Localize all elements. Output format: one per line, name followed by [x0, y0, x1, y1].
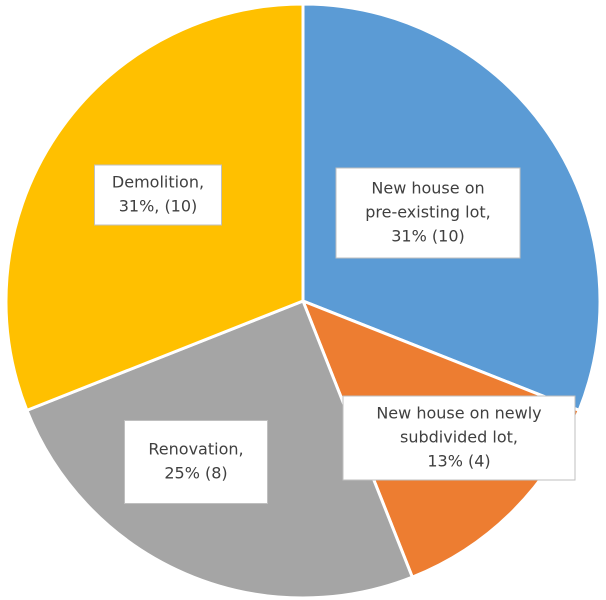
data-label: 31%, (10): [119, 197, 198, 216]
data-label: 31% (10): [391, 227, 465, 246]
label-box: [335, 167, 521, 259]
data-label: Renovation,: [148, 440, 243, 459]
data-label: pre-existing lot,: [365, 203, 491, 222]
data-label: 13% (4): [427, 452, 490, 471]
data-label: 25% (8): [164, 464, 227, 483]
label-box: [94, 164, 222, 226]
data-label: Demolition,: [112, 173, 204, 192]
label-box: [342, 395, 576, 481]
data-label: New house on newly: [376, 404, 541, 423]
data-label: subdivided lot,: [400, 428, 518, 447]
label-box: [124, 420, 268, 504]
data-label: New house on: [371, 179, 484, 198]
